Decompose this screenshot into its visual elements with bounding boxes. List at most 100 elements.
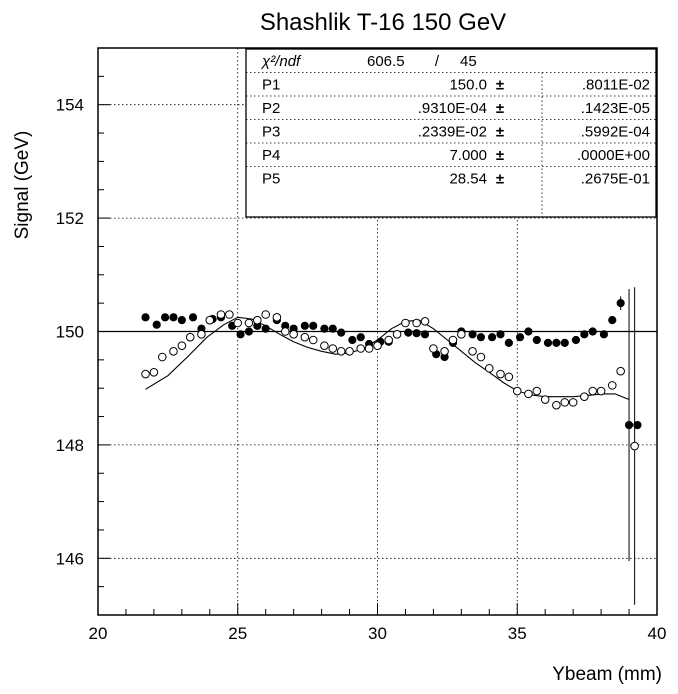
- open-data-point: [205, 315, 215, 325]
- open-data-point: [169, 347, 178, 356]
- open-data-point: [328, 344, 338, 353]
- open-data-point: [457, 330, 466, 339]
- stats-label: P4: [262, 147, 280, 164]
- filled-data-point: [608, 316, 617, 325]
- filled-data-point: [524, 327, 533, 336]
- stats-error: 45: [460, 53, 477, 70]
- y-tick-label: 148: [56, 436, 84, 455]
- filled-data-point: [404, 328, 413, 337]
- stats-error: .8011E-02: [582, 77, 650, 94]
- stats-error: .5992E-04: [581, 124, 650, 141]
- open-data-point: [568, 398, 578, 407]
- filled-data-point: [244, 327, 254, 336]
- open-data-point: [149, 368, 159, 377]
- open-data-point: [384, 335, 393, 345]
- open-data-point: [289, 330, 298, 339]
- filled-data-point: [616, 299, 625, 308]
- stats-value: 150.0: [449, 77, 487, 94]
- filled-data-point: [476, 333, 486, 342]
- filled-data-point: [633, 420, 642, 430]
- x-tick-labels: 20 25 30 35 40: [89, 624, 667, 643]
- open-data-point: [524, 389, 533, 399]
- filled-data-point: [496, 330, 505, 339]
- x-tick-label: 25: [228, 624, 247, 643]
- y-tick-labels: 146 148 150 152 154: [56, 96, 84, 569]
- fit-curve-layer: [145, 316, 630, 401]
- chart-title: Shashlik T-16 150 GeV: [260, 9, 506, 36]
- filled-data-point: [261, 324, 270, 333]
- open-data-point: [588, 386, 598, 396]
- open-data-point: [336, 347, 346, 356]
- y-axis-label: Signal (GeV): [12, 131, 33, 240]
- stats-label: P1: [262, 77, 280, 94]
- filled-data-point: [420, 330, 430, 339]
- open-data-point: [440, 347, 449, 356]
- open-data-point: [580, 392, 589, 402]
- open-data-point: [532, 386, 542, 396]
- data-markers: [141, 287, 642, 605]
- open-data-point: [512, 386, 522, 396]
- stats-box-frame: [245, 48, 657, 218]
- y-tick-label: 152: [56, 209, 84, 228]
- filled-data-point: [337, 328, 346, 337]
- open-data-point: [392, 330, 402, 339]
- open-data-point: [300, 332, 310, 342]
- filled-data-point: [188, 313, 198, 322]
- filled-data-point: [532, 335, 541, 345]
- stats-label: P5: [262, 171, 280, 188]
- open-data-point: [261, 310, 271, 319]
- filled-data-point: [571, 335, 581, 345]
- filled-data-point: [543, 338, 553, 347]
- stats-error: .0000E+00: [577, 147, 650, 164]
- open-data-point: [320, 341, 329, 350]
- open-data-point: [616, 366, 625, 376]
- stats-separator: ±: [496, 77, 504, 94]
- y-tick-label: 146: [56, 549, 84, 568]
- filled-data-point: [177, 316, 186, 325]
- filled-data-point: [320, 324, 329, 333]
- filled-data-point: [152, 320, 161, 329]
- filled-data-point: [599, 330, 608, 339]
- filled-data-point: [515, 333, 525, 342]
- stats-separator: ±: [496, 171, 504, 188]
- open-data-point: [420, 316, 430, 326]
- filled-data-point: [328, 324, 337, 333]
- stats-rows: χ²/ndf 606.5 / 45 P1 150.0 ± .8011E-02 P2 .9310E-…: [246, 53, 656, 217]
- open-data-point: [560, 398, 570, 407]
- open-data-point: [540, 395, 550, 404]
- x-tick-label: 20: [89, 624, 108, 643]
- open-data-point: [253, 315, 262, 325]
- filled-data-point: [412, 329, 421, 338]
- filled-data-point: [300, 321, 309, 330]
- filled-data-point: [580, 330, 589, 339]
- filled-data-point: [560, 338, 569, 347]
- filled-data-point: [169, 313, 178, 322]
- open-data-point: [244, 318, 254, 328]
- filled-data-point: [356, 333, 365, 342]
- stats-separator: ±: [496, 124, 504, 141]
- open-data-point: [412, 318, 421, 328]
- stats-value: 606.5: [367, 53, 405, 70]
- x-tick-label: 40: [648, 624, 667, 643]
- open-data-point: [476, 352, 486, 362]
- filled-data-point: [309, 321, 318, 330]
- open-data-point: [429, 344, 438, 353]
- stats-separator: ±: [496, 100, 504, 117]
- stats-separator: ±: [496, 147, 504, 164]
- open-data-point: [272, 313, 282, 322]
- stats-value: 7.000: [449, 147, 487, 164]
- open-data-point: [607, 381, 617, 390]
- open-data-point: [364, 344, 374, 353]
- open-data-point: [141, 369, 150, 379]
- open-data-point: [216, 310, 226, 319]
- filled-data-point: [504, 338, 513, 347]
- axis-ticks: [97, 47, 658, 616]
- stats-separator: /: [435, 53, 440, 70]
- filled-data-point: [624, 420, 634, 430]
- open-data-point: [468, 347, 477, 356]
- stats-label: P2: [262, 100, 280, 117]
- y-tick-label: 150: [56, 323, 84, 342]
- open-data-point: [630, 441, 639, 451]
- stats-box: χ²/ndf 606.5 / 45 P1 150.0 ± .8011E-02 P2 .9310E-…: [245, 48, 657, 218]
